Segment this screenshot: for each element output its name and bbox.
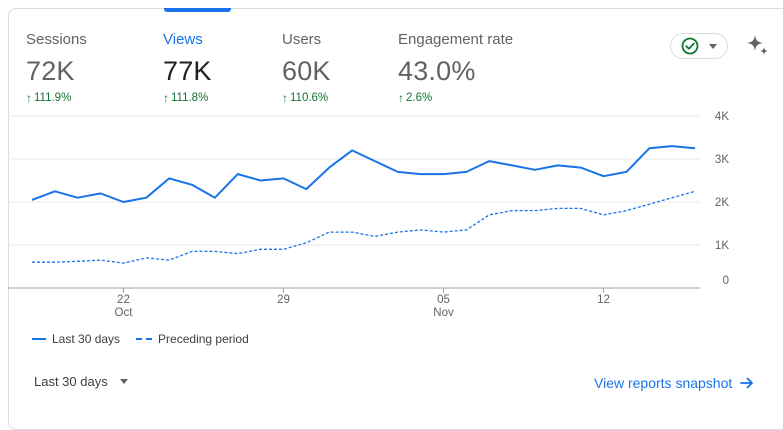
chevron-down-icon	[709, 43, 717, 49]
metric-tab-engagement-rate[interactable]: Engagement rate 43.0% ↑ 2.6%	[398, 30, 513, 104]
date-range-dropdown[interactable]: Last 30 days	[34, 374, 128, 389]
y-tick-label: 2K	[715, 197, 729, 209]
metric-value: 77K	[163, 56, 212, 86]
arrow-up-icon: ↑	[26, 91, 32, 105]
status-dropdown-button[interactable]	[670, 33, 728, 59]
date-range-label: Last 30 days	[34, 374, 108, 389]
arrow-up-icon: ↑	[163, 91, 169, 105]
metric-label: Sessions	[26, 31, 87, 48]
x-tick-sublabel: Nov	[433, 307, 454, 319]
x-tick-sublabel: Oct	[115, 307, 134, 319]
snapshot-link-label: View reports snapshot	[594, 375, 733, 391]
x-tick-label: 12	[597, 294, 610, 306]
y-tick-label: 0	[723, 275, 729, 287]
metric-label: Users	[282, 31, 322, 48]
metric-value: 43.0%	[398, 56, 476, 86]
active-metric-indicator	[164, 8, 231, 12]
metric-label: Views	[163, 31, 203, 48]
legend-swatch-dashed	[136, 338, 153, 340]
metric-tab-views[interactable]: Views 77K ↑ 111.8%	[163, 30, 212, 104]
chevron-down-icon	[119, 379, 128, 384]
metric-value: 60K	[282, 56, 331, 86]
legend-label: Last 30 days	[52, 332, 121, 346]
metric-change: ↑ 111.8%	[163, 92, 212, 104]
overview-card	[8, 8, 783, 430]
legend-swatch-solid	[32, 338, 46, 340]
metric-change-value: 110.6%	[290, 92, 329, 104]
arrow-up-icon: ↑	[398, 91, 404, 105]
metric-change-value: 111.9%	[34, 92, 72, 104]
series-line-preceding-period	[32, 190, 696, 264]
metric-change-value: 111.8%	[171, 92, 209, 104]
x-tick-label: 22	[117, 294, 130, 306]
metric-change: ↑ 110.6%	[282, 92, 331, 104]
arrow-up-icon: ↑	[282, 91, 288, 105]
legend-item-last-30-days: Last 30 days	[32, 332, 120, 346]
x-tick-label: 29	[277, 294, 290, 306]
y-tick-label: 3K	[715, 154, 729, 166]
y-tick-label: 4K	[715, 111, 729, 123]
metric-change: ↑ 111.9%	[26, 92, 87, 104]
x-tick-label: 05	[437, 294, 450, 306]
series-line-last-30-days	[31, 145, 696, 203]
metric-change: ↑ 2.6%	[398, 92, 513, 104]
y-tick-label: 1K	[715, 240, 729, 252]
view-reports-snapshot-link[interactable]: View reports snapshot	[594, 375, 754, 391]
arrow-right-icon	[740, 377, 754, 389]
metric-change-value: 2.6%	[406, 92, 433, 104]
sparkle-icon[interactable]	[744, 32, 770, 58]
check-circle-icon	[681, 37, 699, 55]
metric-tab-sessions[interactable]: Sessions 72K ↑ 111.9%	[26, 30, 87, 104]
metric-label: Engagement rate	[398, 31, 514, 48]
chart-legend: Last 30 days Preceding period	[32, 332, 265, 346]
legend-item-preceding-period: Preceding period	[136, 332, 249, 346]
metric-tab-users[interactable]: Users 60K ↑ 110.6%	[282, 30, 331, 104]
metric-value: 72K	[26, 56, 75, 86]
legend-label: Preceding period	[158, 332, 249, 346]
